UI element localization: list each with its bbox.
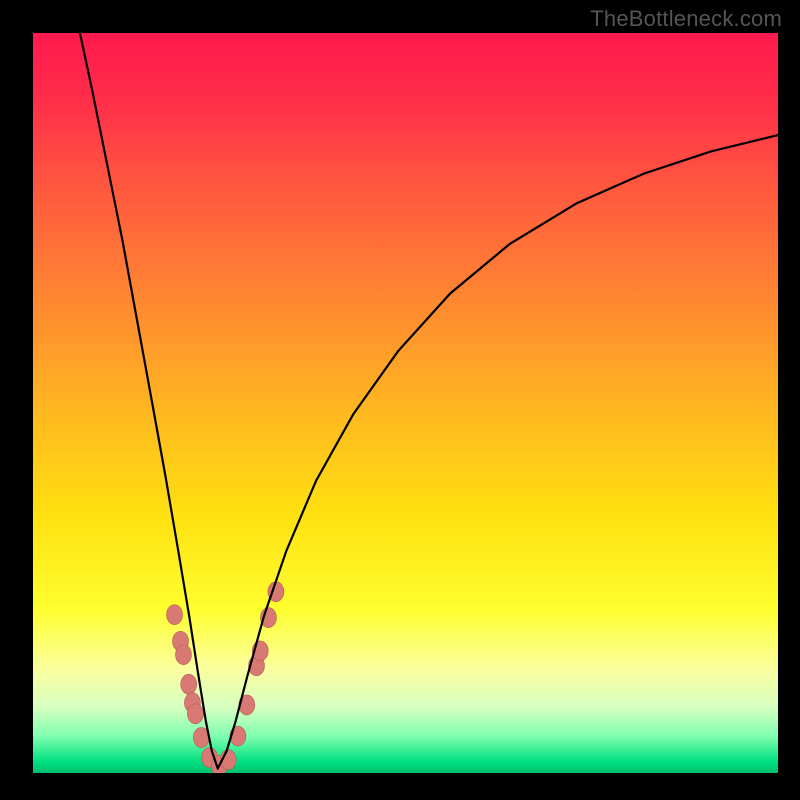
watermark-text: TheBottleneck.com	[590, 6, 782, 32]
chart-svg	[33, 33, 778, 773]
chart-frame: TheBottleneck.com	[0, 0, 800, 800]
gradient-background	[33, 33, 778, 773]
plot-area	[33, 33, 778, 773]
